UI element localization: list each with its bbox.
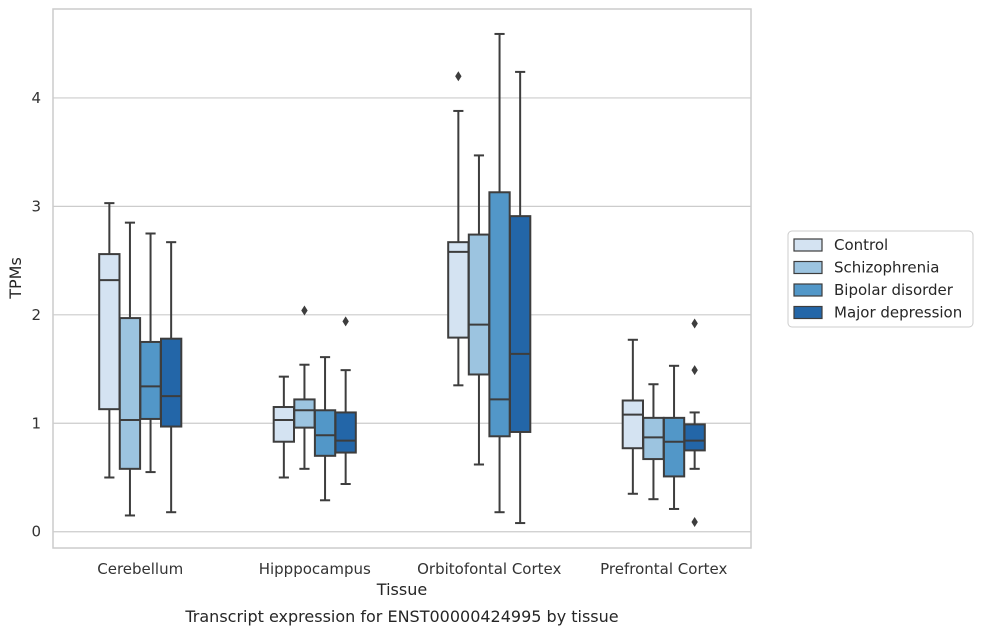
box <box>334 411 357 454</box>
legend-label: Schizophrenia <box>834 259 939 277</box>
outlier-point <box>691 365 698 376</box>
box <box>621 399 645 450</box>
box <box>447 241 470 339</box>
plot-area: 0 1 2 3 4 Cerebellum Hipppocampus Orbitofontal … <box>31 8 752 578</box>
outlier-point <box>455 71 462 82</box>
box <box>642 416 665 461</box>
legend-swatch <box>793 305 823 320</box>
y-axis-label: TPMs <box>6 257 25 300</box>
plot-frame <box>52 8 752 549</box>
y-tick-label: 1 <box>31 414 41 432</box>
y-tick-label: 2 <box>31 306 41 324</box>
y-tick-label: 0 <box>31 523 41 541</box>
x-tick-label: Orbitofontal Cortex <box>417 560 561 578</box>
box <box>509 215 532 433</box>
legend-label: Bipolar disorder <box>834 281 954 299</box>
y-tick-label: 3 <box>31 197 41 215</box>
box <box>683 423 706 452</box>
outlier-point <box>691 318 698 329</box>
legend-swatch <box>793 260 823 275</box>
y-tick-label: 4 <box>31 89 41 107</box>
box <box>313 409 337 457</box>
legend-label: Major depression <box>834 304 962 322</box>
box <box>160 337 183 428</box>
outlier-point <box>342 316 349 327</box>
outlier-point <box>301 305 308 316</box>
x-tick-label: Cerebellum <box>97 560 183 578</box>
legend-frame <box>787 230 974 328</box>
legend: Control Schizophrenia Bipolar disorder Majo… <box>787 230 974 328</box>
box <box>272 406 296 443</box>
box <box>98 253 121 411</box>
box <box>139 340 162 420</box>
x-tick-label: Hipppocampus <box>259 560 371 578</box>
box <box>662 416 686 478</box>
box <box>467 233 491 376</box>
box <box>293 398 316 429</box>
x-axis-label: Tissue <box>376 580 427 599</box>
legend-swatch <box>793 283 823 297</box>
legend-label: Control <box>834 236 888 254</box>
legend-swatch <box>793 238 823 252</box>
x-tick-label: Prefrontal Cortex <box>600 560 727 578</box>
outlier-point <box>691 516 698 527</box>
box <box>118 317 142 470</box>
chart-caption: Transcript expression for ENST0000042499… <box>184 607 618 626</box>
